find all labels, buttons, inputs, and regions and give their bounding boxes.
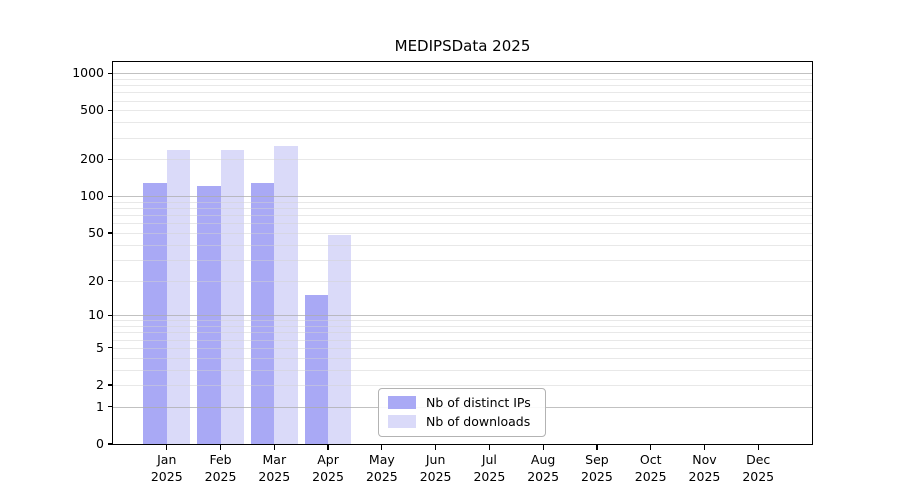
y-tick-0	[108, 443, 113, 445]
x-tick-sep	[596, 445, 598, 450]
gridline-minor-6	[113, 339, 812, 341]
y-tick-label-500: 500	[80, 102, 104, 118]
y-tick-label-20: 20	[88, 272, 104, 288]
gridline-major-1000	[113, 73, 812, 75]
gridline-minor-9	[113, 320, 812, 322]
gridline-minor-400	[113, 122, 812, 124]
x-tick-feb	[219, 445, 222, 450]
x-tick-label-sep: Sep 2025	[581, 452, 613, 484]
x-tick-nov	[703, 445, 706, 450]
gridline-minor-4	[113, 357, 812, 359]
y-tick-20	[108, 279, 113, 282]
y-tick-500	[108, 109, 113, 111]
plot-area	[112, 61, 813, 445]
y-tick-label-200: 200	[80, 151, 104, 167]
x-tick-label-mar: Mar 2025	[258, 452, 291, 484]
x-tick-label-jun: Jun 2025	[419, 452, 452, 484]
x-tick-label-aug: Aug 2025	[527, 452, 560, 484]
y-tick-100	[108, 195, 113, 197]
gridline-minor-50	[113, 232, 812, 234]
x-tick-label-feb: Feb 2025	[204, 452, 237, 484]
x-tick-apr	[327, 445, 329, 450]
gridline-minor-900	[113, 78, 812, 80]
legend-entry-distinct-ips: Nb of distinct IPs	[379, 393, 545, 412]
y-tick-50	[108, 232, 113, 234]
bar-feb-distinct-ips	[197, 186, 221, 444]
x-tick-label-dec: Dec 2025	[742, 452, 775, 484]
x-tick-oct	[650, 445, 652, 450]
x-tick-jan	[166, 445, 168, 450]
x-tick-label-oct: Oct 2025	[634, 452, 667, 484]
bar-mar-downloads	[274, 145, 298, 444]
gridline-minor-800	[113, 85, 812, 87]
grid-layer	[113, 62, 812, 444]
x-tick-dec	[757, 445, 759, 450]
legend-swatch-distinct-ips	[388, 396, 416, 409]
x-tick-label-apr: Apr 2025	[312, 452, 344, 484]
bar-mar-distinct-ips	[251, 182, 275, 444]
gridline-minor-300	[113, 137, 812, 139]
gridline-major-100	[113, 196, 812, 198]
gridline-minor-20	[113, 280, 812, 282]
gridline-minor-40	[113, 244, 812, 246]
x-tick-may	[381, 445, 383, 450]
y-tick-label-50: 50	[88, 224, 104, 240]
gridline-minor-30	[113, 259, 812, 261]
y-tick-1	[108, 406, 113, 408]
y-tick-label-5: 5	[96, 339, 104, 355]
legend-swatch-downloads	[388, 415, 416, 428]
gridline-minor-3	[113, 369, 812, 371]
chart-title: MEDIPSData 2025	[394, 37, 531, 55]
x-tick-mar	[273, 445, 275, 450]
y-tick-10	[108, 314, 113, 316]
bar-jan-distinct-ips	[143, 183, 167, 444]
x-tick-jul	[488, 445, 490, 450]
y-tick-label-2: 2	[96, 377, 104, 393]
y-tick-label-0: 0	[96, 436, 104, 451]
x-tick-aug	[542, 445, 544, 450]
gridline-minor-8	[113, 326, 812, 328]
y-tick-label-1: 1	[96, 398, 104, 414]
gridline-minor-90	[113, 201, 812, 203]
y-tick-label-10: 10	[88, 307, 104, 323]
x-tick-label-may: May 2025	[365, 452, 398, 484]
gridline-minor-700	[113, 92, 812, 94]
legend-label-downloads: Nb of downloads	[426, 414, 531, 429]
gridline-minor-200	[113, 159, 812, 161]
y-tick-1000	[108, 72, 113, 74]
y-tick-5	[108, 347, 113, 349]
x-tick-label-jan: Jan 2025	[150, 452, 183, 484]
y-tick-200	[108, 158, 113, 160]
gridline-minor-2	[113, 385, 812, 387]
gridline-minor-600	[113, 100, 812, 102]
gridline-minor-60	[113, 223, 812, 225]
legend: Nb of distinct IPs Nb of downloads	[378, 388, 546, 437]
gridline-major-10	[113, 315, 812, 317]
y-tick-label-1000: 1000	[72, 65, 104, 81]
y-tick-2	[108, 384, 113, 386]
x-tick-label-nov: Nov 2025	[688, 452, 721, 484]
legend-label-distinct-ips: Nb of distinct IPs	[426, 395, 531, 410]
legend-entry-downloads: Nb of downloads	[379, 412, 545, 431]
y-tick-label-100: 100	[80, 188, 104, 204]
gridline-minor-80	[113, 208, 812, 210]
gridline-minor-5	[113, 347, 812, 349]
x-tick-label-jul: Jul 2025	[473, 452, 506, 484]
gridline-minor-70	[113, 215, 812, 217]
gridline-minor-500	[113, 110, 812, 112]
x-tick-jun	[435, 445, 437, 450]
gridline-minor-7	[113, 332, 812, 334]
